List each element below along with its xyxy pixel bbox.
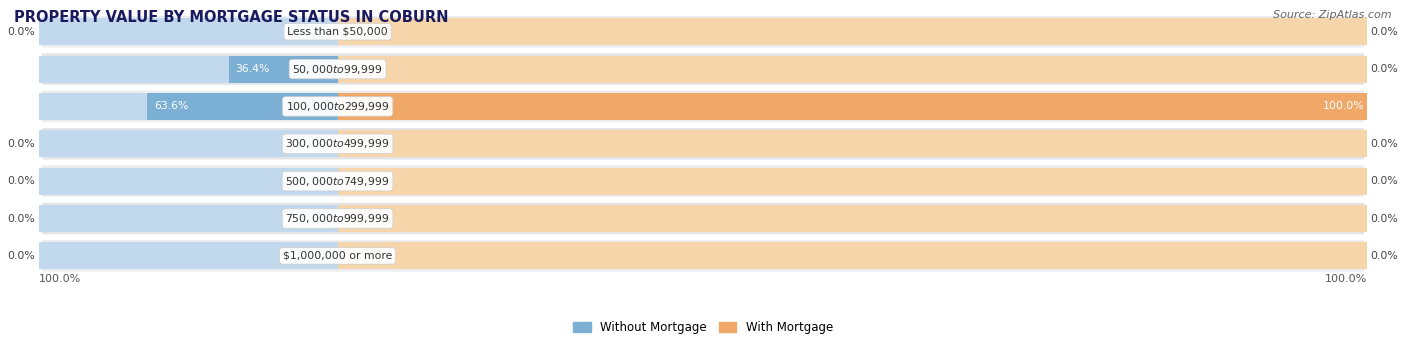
FancyBboxPatch shape: [41, 16, 1365, 47]
FancyBboxPatch shape: [41, 203, 1365, 234]
Bar: [337, 56, 1368, 83]
Text: 0.0%: 0.0%: [7, 139, 35, 149]
FancyBboxPatch shape: [41, 91, 1365, 122]
Bar: [38, 56, 337, 83]
Bar: [38, 93, 337, 120]
Text: 0.0%: 0.0%: [1371, 64, 1399, 74]
Text: 36.4%: 36.4%: [235, 64, 270, 74]
Bar: [38, 130, 337, 157]
Text: 0.0%: 0.0%: [1371, 176, 1399, 186]
Bar: [337, 93, 1368, 120]
Text: $300,000 to $499,999: $300,000 to $499,999: [285, 137, 389, 150]
Bar: [38, 168, 337, 194]
Text: 0.0%: 0.0%: [1371, 27, 1399, 37]
Text: 0.0%: 0.0%: [7, 214, 35, 223]
Text: $50,000 to $99,999: $50,000 to $99,999: [292, 63, 382, 75]
Bar: [148, 93, 337, 120]
Bar: [38, 205, 337, 232]
Bar: [337, 242, 1368, 269]
Bar: [229, 56, 337, 83]
Text: $1,000,000 or more: $1,000,000 or more: [283, 251, 392, 261]
FancyBboxPatch shape: [41, 240, 1365, 272]
Bar: [337, 93, 1368, 120]
FancyBboxPatch shape: [41, 166, 1365, 197]
Text: 0.0%: 0.0%: [7, 251, 35, 261]
Legend: Without Mortgage, With Mortgage: Without Mortgage, With Mortgage: [568, 317, 838, 339]
Text: $750,000 to $999,999: $750,000 to $999,999: [285, 212, 389, 225]
Bar: [337, 130, 1368, 157]
Text: PROPERTY VALUE BY MORTGAGE STATUS IN COBURN: PROPERTY VALUE BY MORTGAGE STATUS IN COB…: [14, 10, 449, 25]
Text: 0.0%: 0.0%: [1371, 251, 1399, 261]
Text: $100,000 to $299,999: $100,000 to $299,999: [285, 100, 389, 113]
FancyBboxPatch shape: [41, 53, 1365, 85]
Text: 63.6%: 63.6%: [155, 101, 188, 112]
Bar: [38, 18, 337, 45]
Bar: [337, 18, 1368, 45]
Text: 100.0%: 100.0%: [38, 274, 80, 284]
Text: $500,000 to $749,999: $500,000 to $749,999: [285, 175, 389, 188]
Text: 0.0%: 0.0%: [7, 27, 35, 37]
Bar: [337, 205, 1368, 232]
FancyBboxPatch shape: [41, 128, 1365, 159]
Bar: [38, 242, 337, 269]
Text: Source: ZipAtlas.com: Source: ZipAtlas.com: [1274, 10, 1392, 20]
Text: 0.0%: 0.0%: [7, 176, 35, 186]
Text: 0.0%: 0.0%: [1371, 139, 1399, 149]
Text: Less than $50,000: Less than $50,000: [287, 27, 388, 37]
Bar: [337, 168, 1368, 194]
Text: 100.0%: 100.0%: [1323, 101, 1364, 112]
Text: 0.0%: 0.0%: [1371, 214, 1399, 223]
Text: 100.0%: 100.0%: [1326, 274, 1368, 284]
